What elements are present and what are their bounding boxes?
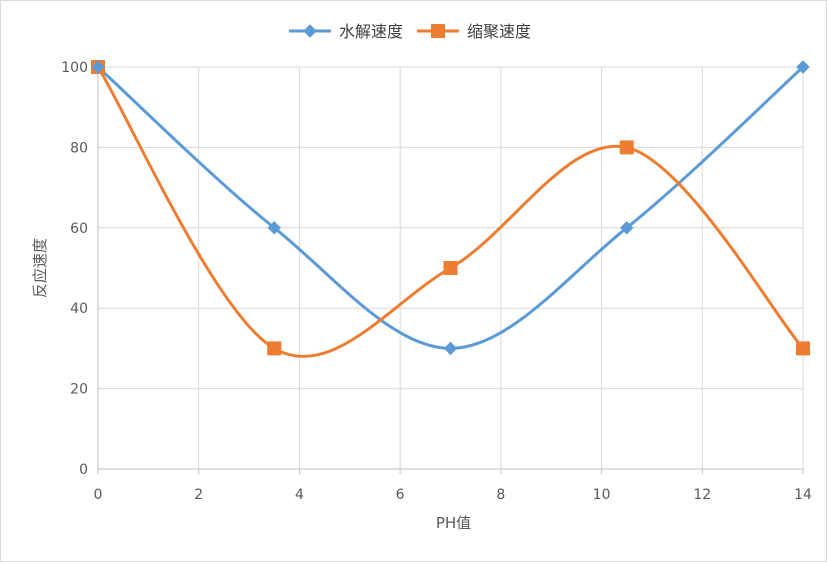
data-point-condensation [619,140,634,155]
y-tick-label: 40 [70,301,88,317]
y-tick-label: 0 [79,462,88,478]
gridlines [98,66,804,469]
data-point-hydrolysis [796,60,810,74]
x-tick-label: 8 [496,487,505,503]
x-tick-label: 2 [194,487,203,503]
x-tick-label: 6 [396,487,405,503]
y-tick-label: 60 [70,221,88,237]
legend-label-condensation: 缩聚速度 [467,22,531,41]
x-tick-label: 14 [794,487,812,503]
legend: 水解速度 缩聚速度 [289,22,531,41]
series-group [91,60,810,358]
data-point-condensation [796,341,810,356]
y-tick-label: 20 [70,382,88,398]
legend-marker-hydrolysis [303,24,317,38]
data-point-hydrolysis [91,60,105,74]
data-point-condensation [267,341,282,356]
x-tick-label: 0 [94,487,103,503]
x-tick-label: 4 [295,487,304,503]
x-axis-title: PH值 [436,514,471,532]
y-tick-label: 100 [61,60,88,76]
data-point-hydrolysis [443,341,458,356]
x-tick-label: 12 [693,487,711,503]
axes: 0 20 40 60 80 100 0 2 4 6 8 10 12 14 [61,60,812,503]
series-line-hydrolysis [96,65,805,350]
data-point-hydrolysis [267,221,281,235]
legend-marker-condensation [431,24,445,38]
data-point-hydrolysis [620,221,634,235]
legend-label-hydrolysis: 水解速度 [339,22,403,41]
x-tick-label: 10 [593,487,611,503]
y-axis-title: 反应速度 [31,238,49,298]
y-tick-label: 80 [70,140,88,156]
series-line-condensation [96,65,805,358]
data-point-condensation [443,261,458,275]
